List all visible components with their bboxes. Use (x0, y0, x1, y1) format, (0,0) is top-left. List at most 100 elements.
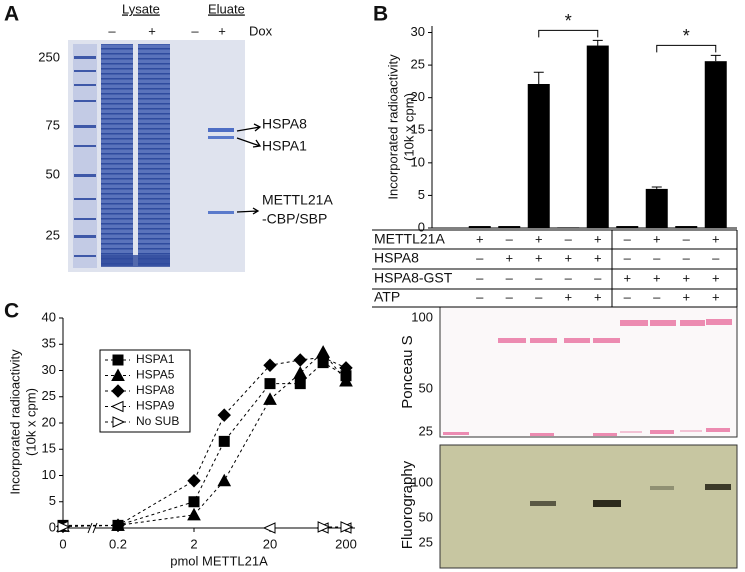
x-tick-label: 0 (59, 536, 66, 551)
y-tick-label: 10 (42, 467, 56, 482)
y-tick-label: 30 (42, 362, 56, 377)
band-label: HSPA8 (262, 116, 307, 132)
marker (317, 521, 331, 533)
y-tick-label: 35 (42, 336, 56, 351)
marker (339, 361, 353, 375)
y-tick-label: 40 (42, 309, 56, 324)
marker (188, 496, 200, 508)
legend-label: No SUB (136, 414, 179, 428)
legend-marker (111, 384, 125, 398)
condition-sign: – (108, 23, 116, 38)
bar (586, 45, 609, 228)
y-axis-label: (10k x cpm) (401, 93, 416, 161)
band-label: METTL21A (262, 192, 333, 208)
table-lines (372, 229, 738, 308)
condition-sign: – (476, 289, 484, 304)
marker (218, 435, 230, 447)
bar (675, 226, 698, 228)
marker (57, 521, 71, 533)
marker (187, 474, 201, 488)
error-bar (710, 54, 721, 62)
condition-sign: + (564, 289, 572, 304)
condition-sign: – (683, 231, 691, 246)
condition-sign: – (535, 270, 543, 285)
significance-label: * (683, 26, 690, 46)
legend-label: HSPA5 (136, 368, 175, 382)
legend-marker (111, 368, 125, 381)
significance-bracket (538, 29, 599, 38)
legend-marker (112, 416, 126, 428)
condition-sign: – (506, 231, 514, 246)
condition-label: Dox (249, 23, 273, 38)
legend-label: HSPA8 (136, 383, 175, 397)
error-bar (651, 186, 662, 189)
y-axis-label: Incorporated radioactivity (385, 54, 400, 200)
condition-sign: + (712, 231, 720, 246)
condition-sign: + (712, 270, 720, 285)
gel-label: Fluorography (399, 460, 416, 549)
marker-label: 25 (46, 227, 60, 242)
condition-sign: + (505, 250, 513, 265)
condition-sign: + (218, 23, 226, 38)
significance-bracket (656, 44, 717, 53)
panel-letter: B (373, 3, 388, 26)
condition-sign: – (506, 270, 514, 285)
y-tick-label: 25 (411, 57, 425, 72)
y-tick-label: 20 (42, 414, 56, 429)
group-label: Eluate (208, 1, 245, 16)
condition-sign: + (148, 23, 156, 38)
condition-sign: – (624, 231, 632, 246)
band-label: HSPA1 (262, 138, 307, 154)
marker (262, 522, 276, 534)
bar (616, 226, 639, 228)
gel-label: Ponceau S (399, 335, 416, 408)
condition-sign: – (565, 231, 573, 246)
marker (340, 521, 354, 533)
marker-label: 50 (46, 166, 60, 181)
y-tick-label: 5 (418, 187, 425, 202)
marker (293, 366, 308, 379)
legend-marker (110, 400, 124, 413)
x-tick-label: 20 (263, 536, 277, 551)
condition-sign: + (594, 289, 602, 304)
band-label: -CBP/SBP (262, 211, 327, 227)
condition-sign: + (564, 250, 572, 265)
marker (294, 378, 306, 390)
condition-sign: – (535, 289, 543, 304)
row-label: HSPA8 (374, 250, 419, 266)
panel-letter: C (4, 300, 19, 323)
x-tick-label: 0.2 (109, 536, 127, 551)
marker-label: 25 (419, 423, 433, 438)
y-tick-label: 20 (411, 89, 425, 104)
group-label: Lysate (122, 1, 160, 16)
condition-sign: – (594, 270, 602, 285)
bar (498, 226, 521, 228)
condition-sign: – (624, 250, 632, 265)
condition-sign: – (506, 289, 514, 304)
condition-sign: + (682, 289, 690, 304)
x-tick-label: 2 (190, 536, 197, 551)
condition-sign: + (594, 250, 602, 265)
error-bar (592, 39, 603, 46)
marker (263, 392, 277, 405)
marker (217, 408, 231, 422)
marker-label: 100 (411, 474, 433, 489)
marker-label: 100 (411, 309, 433, 324)
marker-label: 25 (419, 534, 433, 549)
condition-sign: + (535, 250, 543, 265)
panel-letter: A (4, 3, 19, 26)
y-tick-label: 30 (411, 24, 425, 39)
marker (217, 473, 232, 487)
marker (187, 507, 201, 521)
bar (557, 227, 580, 228)
condition-sign: + (623, 270, 631, 285)
y-tick-label: 25 (42, 388, 56, 403)
y-tick-label: 0 (49, 519, 56, 534)
condition-sign: – (624, 289, 632, 304)
x-axis-label: pmol METTL21A (170, 553, 268, 568)
gel-ponceau (439, 306, 738, 438)
condition-sign: + (653, 231, 661, 246)
bar (527, 83, 550, 228)
condition-sign: + (712, 289, 720, 304)
